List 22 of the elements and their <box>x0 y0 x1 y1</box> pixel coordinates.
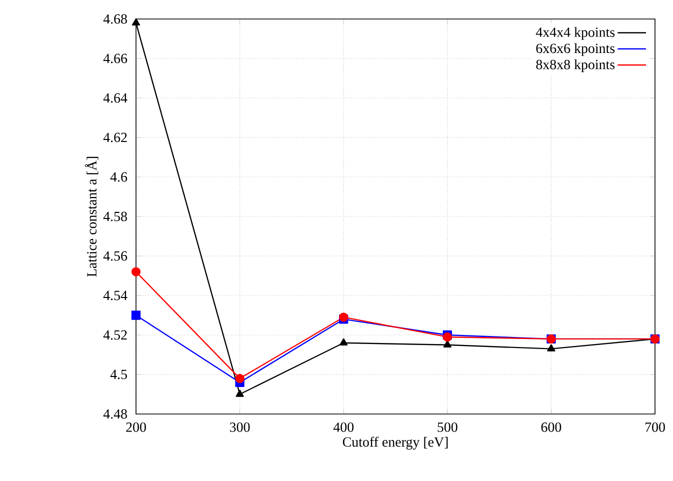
y-tick-label: 4.68 <box>103 14 127 24</box>
y-tick-label: 4.6 <box>110 172 128 182</box>
x-tick-label: 300 <box>230 422 250 432</box>
x-tick-label: 200 <box>126 422 146 432</box>
y-tick-label: 4.58 <box>103 212 127 222</box>
x-tick-label: 500 <box>438 422 458 432</box>
y-tick-label: 4.64 <box>103 93 128 103</box>
y-tick-label: 4.54 <box>103 290 128 300</box>
legend-label: 6x6x6 kpoints <box>536 43 615 56</box>
x-tick-label: 600 <box>541 422 562 432</box>
x-axis-title: Cutoff energy [eV] <box>342 436 448 450</box>
x-tick-label: 700 <box>645 422 665 432</box>
y-tick-label: 4.5 <box>110 370 127 380</box>
y-tick-label: 4.48 <box>103 409 127 419</box>
legend-label: 4x4x4 kpoints <box>536 27 615 40</box>
y-tick-label: 4.66 <box>103 54 128 64</box>
x-tick-label: 400 <box>333 422 354 432</box>
y-tick-label: 4.56 <box>103 251 128 261</box>
y-tick-label: 4.52 <box>103 330 127 340</box>
y-tick-label: 4.62 <box>103 132 127 142</box>
legend-label: 8x8x8 kpoints <box>536 59 615 72</box>
y-axis-title: Lattice constant a [Å] <box>84 156 98 277</box>
